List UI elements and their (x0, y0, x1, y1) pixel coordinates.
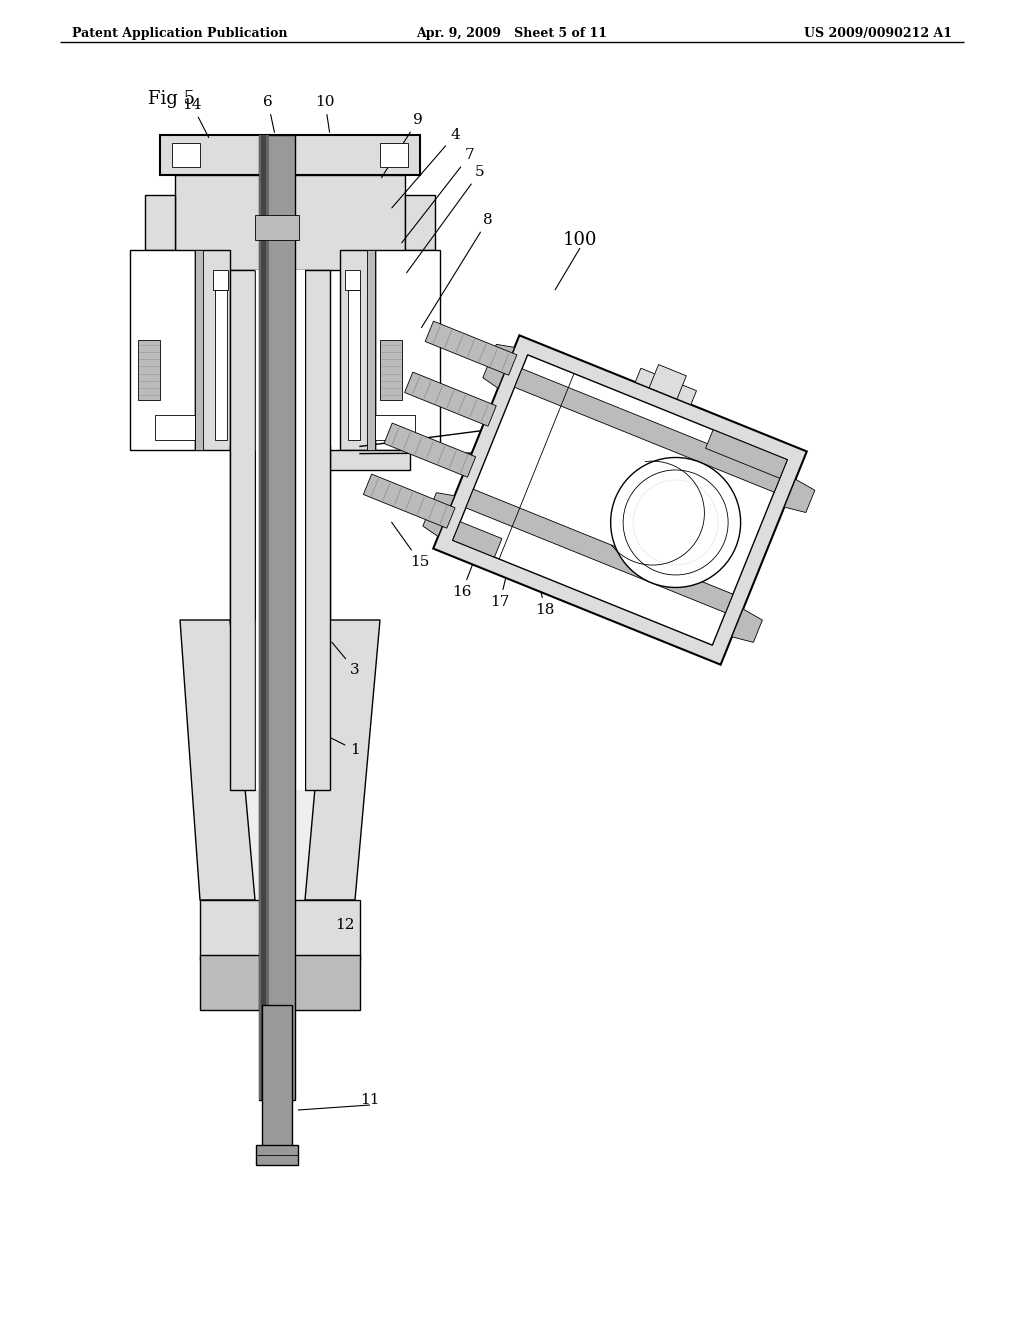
Text: Patent Application Publication: Patent Application Publication (72, 26, 288, 40)
Text: Fig 5: Fig 5 (148, 90, 195, 108)
Text: 100: 100 (563, 231, 597, 249)
Bar (213, 271, 228, 290)
Text: 5: 5 (407, 165, 484, 273)
Bar (145, 195, 175, 249)
Bar (200, 954, 360, 1010)
Bar (380, 341, 402, 400)
Text: 21: 21 (621, 568, 650, 622)
Text: 11: 11 (360, 1093, 380, 1107)
Bar (172, 143, 200, 168)
Ellipse shape (610, 458, 740, 587)
Text: 18: 18 (536, 568, 555, 616)
Bar (155, 414, 195, 440)
Text: 20: 20 (662, 568, 690, 622)
Bar (305, 271, 330, 789)
Text: 17: 17 (490, 562, 510, 609)
Bar (175, 176, 406, 271)
Polygon shape (433, 335, 807, 665)
Bar (380, 143, 408, 168)
Bar (375, 249, 440, 450)
Bar (259, 135, 295, 1100)
Bar (406, 195, 435, 249)
Polygon shape (514, 368, 781, 492)
Bar (345, 271, 360, 290)
Bar (230, 271, 255, 789)
Text: Apr. 9, 2009   Sheet 5 of 11: Apr. 9, 2009 Sheet 5 of 11 (417, 26, 607, 40)
Text: 7: 7 (401, 148, 475, 243)
Polygon shape (230, 620, 330, 900)
Polygon shape (423, 492, 455, 536)
Text: 1: 1 (317, 731, 359, 756)
Bar (375, 414, 415, 440)
Text: 3: 3 (332, 642, 359, 677)
Text: 15: 15 (391, 523, 430, 569)
Bar (348, 290, 360, 440)
Bar (230, 445, 330, 620)
Polygon shape (706, 430, 787, 478)
Bar (261, 135, 266, 1100)
Polygon shape (305, 620, 380, 900)
Polygon shape (483, 345, 514, 388)
Polygon shape (732, 609, 763, 643)
Polygon shape (649, 364, 686, 399)
Polygon shape (466, 490, 733, 612)
Text: US 2009/0090212 A1: US 2009/0090212 A1 (804, 26, 952, 40)
Text: 14: 14 (182, 98, 209, 137)
Text: 4: 4 (392, 128, 460, 209)
Bar (160, 135, 420, 176)
Bar (255, 215, 299, 240)
Polygon shape (425, 321, 517, 375)
Bar (138, 341, 160, 400)
Bar (255, 271, 305, 789)
Text: 12: 12 (335, 917, 354, 932)
Bar (195, 249, 230, 450)
Text: 8: 8 (422, 213, 493, 327)
Bar (259, 135, 269, 1100)
Bar (215, 290, 227, 440)
Polygon shape (635, 368, 696, 405)
Polygon shape (364, 474, 455, 528)
Polygon shape (784, 479, 815, 512)
Polygon shape (384, 424, 476, 478)
Bar (262, 1005, 292, 1150)
Bar (200, 900, 360, 960)
Bar (130, 249, 195, 450)
Text: 6: 6 (263, 95, 274, 132)
Bar (256, 1144, 298, 1166)
Polygon shape (453, 521, 502, 557)
Text: 9: 9 (382, 114, 423, 178)
Bar (330, 450, 410, 470)
Bar (340, 249, 375, 450)
Text: 10: 10 (315, 95, 335, 132)
Polygon shape (180, 620, 255, 900)
Polygon shape (453, 355, 787, 645)
Ellipse shape (624, 470, 728, 576)
Bar (195, 249, 203, 450)
Text: 19: 19 (701, 568, 730, 622)
Text: 16: 16 (453, 548, 479, 599)
Polygon shape (404, 372, 497, 426)
Bar (367, 249, 375, 450)
